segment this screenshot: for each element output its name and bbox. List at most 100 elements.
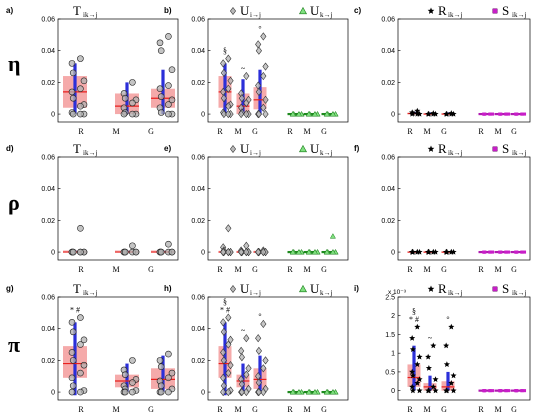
data-point xyxy=(129,79,136,86)
data-point xyxy=(506,389,511,393)
data-point xyxy=(443,110,450,117)
data-point xyxy=(77,85,84,93)
data-point xyxy=(80,336,88,344)
data-point xyxy=(409,110,416,117)
data-point xyxy=(450,372,457,379)
legend-star-marker xyxy=(427,285,435,292)
data-point xyxy=(488,389,492,393)
group-m-circle xyxy=(115,242,140,256)
category-label: R xyxy=(287,405,293,412)
legend-sublabel-u-k: k→j xyxy=(320,149,333,157)
legend-square-marker xyxy=(492,146,498,152)
data-point xyxy=(520,250,524,254)
data-point xyxy=(295,388,302,395)
group-r-square xyxy=(478,112,495,116)
group-r-circle xyxy=(63,55,88,118)
data-point xyxy=(515,112,519,116)
data-point xyxy=(220,318,227,327)
data-point xyxy=(243,109,250,119)
legend-label-s: S xyxy=(502,141,509,156)
data-point xyxy=(225,247,232,257)
data-point xyxy=(260,71,267,81)
data-point xyxy=(289,110,296,117)
data-point xyxy=(245,364,252,373)
data-point xyxy=(69,328,77,336)
data-point xyxy=(220,59,227,68)
data-point xyxy=(243,387,250,397)
category-label: R xyxy=(407,265,413,274)
data-point xyxy=(165,33,172,40)
category-label: M xyxy=(303,127,310,136)
group-r-circle: * # xyxy=(63,306,88,396)
group-m-star: ~ xyxy=(423,334,439,394)
legend-label-t: T xyxy=(73,141,81,156)
legend-sublabel-r: ik→j xyxy=(448,289,462,297)
group-m-circle xyxy=(115,79,140,118)
category-label: M xyxy=(112,127,119,136)
category-label: G xyxy=(252,127,258,136)
data-point xyxy=(504,389,508,393)
data-point xyxy=(409,368,416,375)
data-point xyxy=(68,349,76,356)
data-point xyxy=(156,39,164,47)
data-point xyxy=(121,248,129,256)
group-m-circle xyxy=(115,357,140,396)
y-tick-label: 0.02 xyxy=(191,218,205,225)
data-point xyxy=(77,369,84,377)
data-point xyxy=(77,248,84,256)
data-point xyxy=(409,248,416,255)
data-point xyxy=(69,94,77,102)
data-point xyxy=(425,387,432,394)
legend-label-r: R xyxy=(438,141,447,156)
category-label: M xyxy=(494,405,501,412)
category-label: G xyxy=(441,405,447,412)
group-g-triangle xyxy=(321,110,339,117)
group-g-circle xyxy=(151,33,176,118)
group-g-triangle xyxy=(321,388,339,395)
data-point xyxy=(443,361,450,368)
y-tick-label: 0 xyxy=(391,112,395,119)
category-label: G xyxy=(321,405,327,412)
category-label: M xyxy=(494,127,501,136)
category-label: R xyxy=(217,265,223,274)
data-point xyxy=(165,350,172,358)
group-r-square xyxy=(478,250,495,254)
panel-frame xyxy=(207,156,349,261)
y-tick-label: 0.04 xyxy=(381,48,395,55)
legend-label-u-i: U xyxy=(240,3,250,18)
data-point xyxy=(227,361,234,370)
panel-letter: e) xyxy=(164,144,171,153)
data-point xyxy=(77,110,84,118)
legend-sublabel-u-i: i→j xyxy=(250,11,261,19)
data-point xyxy=(225,368,232,378)
legend-label-u-k: U xyxy=(310,281,320,296)
significance-annotation: ~ xyxy=(428,334,433,343)
category-label: G xyxy=(252,265,258,274)
data-point xyxy=(414,379,421,386)
data-point xyxy=(409,372,416,379)
data-point xyxy=(289,388,296,395)
data-point xyxy=(329,110,336,117)
data-point xyxy=(323,110,330,117)
data-point xyxy=(430,110,437,117)
legend-label-r: R xyxy=(438,3,447,18)
legend-label-u-k: U xyxy=(310,141,320,156)
data-point xyxy=(260,364,267,373)
data-point xyxy=(80,77,88,85)
data-point xyxy=(416,353,423,360)
y-tick-label: 0.06 xyxy=(41,155,55,162)
y-tick-label: 0.06 xyxy=(41,295,55,302)
legend-sublabel-s: ik→j xyxy=(512,11,526,19)
category-label: G xyxy=(148,265,154,274)
data-point xyxy=(262,62,269,71)
category-label: R xyxy=(407,127,413,136)
legend-square-marker xyxy=(492,286,498,292)
data-point xyxy=(443,248,450,255)
data-point xyxy=(520,389,524,393)
y-tick-label: 2.5 xyxy=(385,295,395,302)
category-label: M xyxy=(423,265,430,274)
data-point xyxy=(255,109,262,119)
data-point xyxy=(448,248,455,255)
